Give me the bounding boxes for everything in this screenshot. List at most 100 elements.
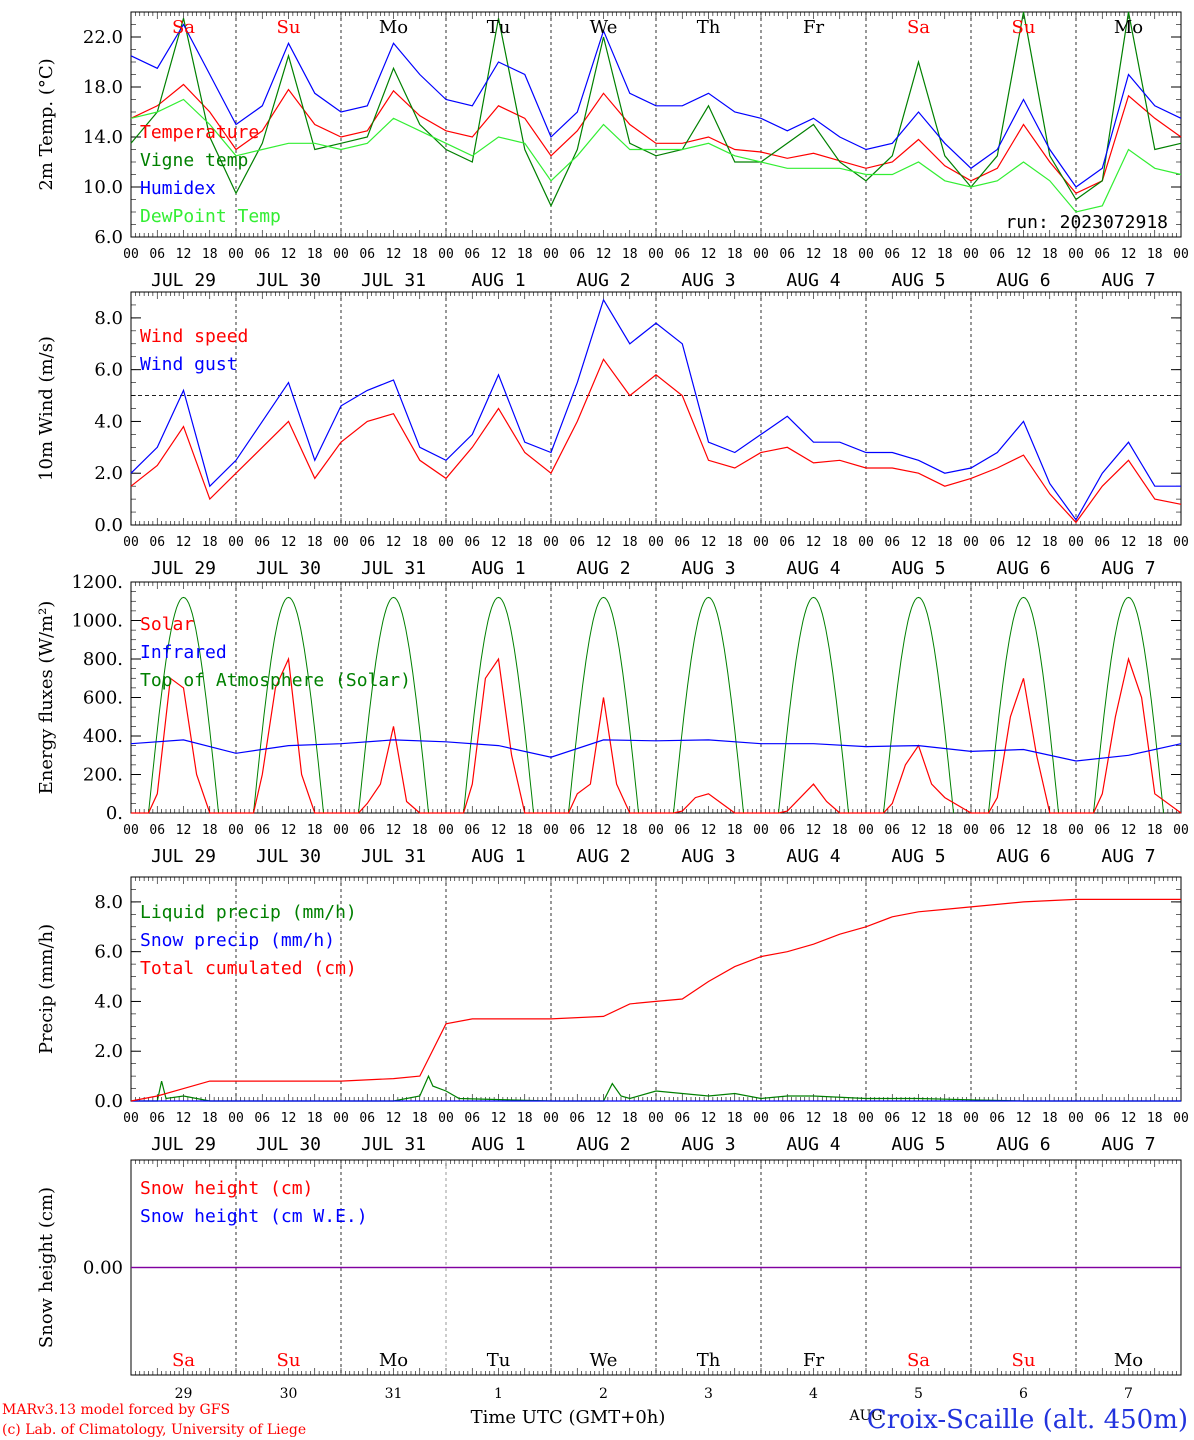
- hour-tick-label: 00: [1068, 247, 1084, 262]
- day-name: Fr: [803, 1350, 824, 1371]
- date-label: JUL 31: [361, 1134, 426, 1155]
- legend-entry: Humidex: [140, 178, 216, 199]
- date-label: AUG 4: [786, 558, 840, 579]
- hour-tick-label: 06: [674, 535, 690, 550]
- hour-tick-label: 12: [491, 535, 507, 550]
- panel-flux: 0. 200. 400. 600. 800. 1000. 1200. Energy fluxe…: [36, 572, 1189, 867]
- hour-tick-label: 00: [438, 535, 454, 550]
- y-tick-label: 6.0: [94, 942, 123, 963]
- hour-tick-label: 18: [1147, 247, 1163, 262]
- hour-tick-label: 00: [123, 823, 139, 838]
- hour-tick-label: 18: [727, 823, 743, 838]
- hour-tick-label: 12: [386, 247, 402, 262]
- y-axis-label: 10m Wind (m/s): [36, 336, 57, 481]
- date-label: AUG 1: [471, 846, 525, 867]
- date-label: JUL 31: [361, 558, 426, 579]
- legend-entry: Infrared: [140, 642, 227, 663]
- hour-tick-label: 18: [517, 247, 533, 262]
- hour-tick-label: 00: [1068, 1111, 1084, 1126]
- hour-tick-label: 06: [464, 535, 480, 550]
- hour-tick-label: 00: [543, 247, 559, 262]
- hour-tick-label: 00: [1173, 823, 1189, 838]
- hour-tick-label: 18: [937, 247, 953, 262]
- legend-entry: Wind speed: [140, 326, 248, 347]
- legend-entry: Liquid precip (mm/h): [140, 902, 357, 923]
- date-label: JUL 31: [361, 270, 426, 291]
- legend-entry: Solar: [140, 614, 194, 635]
- hour-tick-label: 06: [569, 1111, 585, 1126]
- hour-tick-label: 00: [333, 823, 349, 838]
- day-name: Mo: [379, 17, 408, 38]
- hour-tick-label: 00: [648, 1111, 664, 1126]
- hour-tick-label: 06: [779, 535, 795, 550]
- date-label: AUG 3: [681, 558, 735, 579]
- hour-tick-label: 06: [149, 1111, 165, 1126]
- hour-tick-label: 18: [727, 1111, 743, 1126]
- y-tick-label: 200.: [83, 765, 123, 786]
- day-name: We: [590, 1350, 618, 1371]
- hour-tick-label: 00: [858, 1111, 874, 1126]
- hour-tick-label: 18: [517, 535, 533, 550]
- hour-tick-label: 06: [884, 823, 900, 838]
- series-line-total-cumulated-cm-: [130, 898, 1181, 1102]
- y-axis-label: Energy fluxes (W/m²): [36, 601, 57, 795]
- legend-entry: Snow height (cm): [140, 1178, 313, 1199]
- y-tick-label: 0.0: [94, 1091, 123, 1112]
- hour-tick-label: 18: [622, 247, 638, 262]
- hour-tick-label: 00: [228, 247, 244, 262]
- hour-tick-label: 00: [438, 247, 454, 262]
- date-label: JUL 29: [151, 846, 216, 867]
- hour-tick-label: 00: [753, 535, 769, 550]
- hour-tick-label: 06: [464, 247, 480, 262]
- hour-tick-label: 00: [333, 535, 349, 550]
- hour-tick-label: 18: [1042, 535, 1058, 550]
- date-label: AUG 6: [996, 846, 1050, 867]
- hour-tick-label: 06: [149, 535, 165, 550]
- run-label: run: 2023072918: [1005, 212, 1168, 233]
- hour-tick-label: 18: [832, 247, 848, 262]
- y-tick-label: 0.0: [94, 515, 123, 536]
- legend-entry: Total cumulated (cm): [140, 958, 357, 979]
- hour-tick-label: 06: [779, 823, 795, 838]
- hour-tick-label: 06: [464, 1111, 480, 1126]
- hour-tick-label: 12: [1016, 247, 1032, 262]
- hour-tick-label: 00: [753, 823, 769, 838]
- y-tick-label: 400.: [83, 726, 123, 747]
- day-number: 3: [704, 1386, 713, 1402]
- hour-tick-label: 00: [753, 247, 769, 262]
- y-tick-label: 600.: [83, 688, 123, 709]
- hour-tick-label: 12: [806, 535, 822, 550]
- date-label: JUL 30: [256, 1134, 321, 1155]
- y-tick-label: 0.00: [83, 1258, 123, 1279]
- y-tick-label: 4.0: [94, 991, 123, 1012]
- hour-tick-label: 06: [254, 1111, 270, 1126]
- hour-tick-label: 00: [1068, 535, 1084, 550]
- date-label: AUG 2: [576, 846, 630, 867]
- y-tick-label: 2.0: [94, 463, 123, 484]
- hour-tick-label: 12: [281, 247, 297, 262]
- hour-tick-label: 00: [648, 535, 664, 550]
- hour-tick-label: 12: [1121, 247, 1137, 262]
- day-name: Su: [277, 17, 301, 38]
- station-name: Croix-Scaille (alt. 450m): [867, 1405, 1188, 1435]
- date-label: JUL 29: [151, 1134, 216, 1155]
- hour-tick-label: 00: [123, 535, 139, 550]
- day-name: Sa: [907, 1350, 930, 1371]
- date-label: AUG 4: [786, 1134, 840, 1155]
- hour-tick-label: 00: [963, 535, 979, 550]
- panel-snow: 0.00 Snow height (cm) Snow height (cm) Snow…: [36, 1159, 1182, 1402]
- hour-tick-label: 18: [517, 1111, 533, 1126]
- date-label: AUG 5: [891, 1134, 945, 1155]
- hour-tick-label: 12: [1016, 535, 1032, 550]
- legend-entry: Top of Atmosphere (Solar): [140, 670, 411, 691]
- day-name: Su: [277, 1350, 301, 1371]
- hour-tick-label: 18: [202, 247, 218, 262]
- day-number: 29: [175, 1386, 193, 1402]
- hour-tick-label: 12: [1016, 823, 1032, 838]
- hour-tick-label: 12: [806, 247, 822, 262]
- series-line-infrared: [130, 739, 1182, 762]
- day-number: 7: [1124, 1386, 1133, 1402]
- hour-tick-label: 06: [1094, 823, 1110, 838]
- hour-tick-label: 12: [491, 823, 507, 838]
